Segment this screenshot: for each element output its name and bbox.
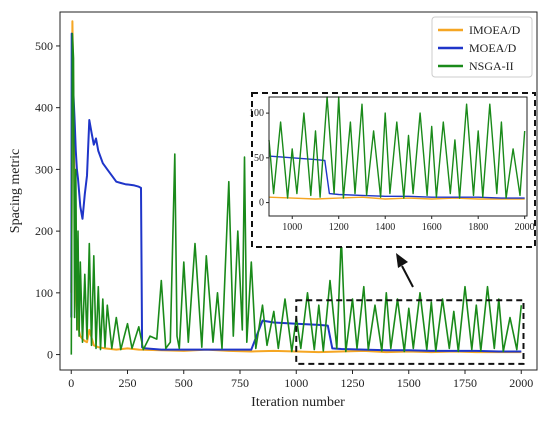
legend: IMOEA/D MOEA/D NSGA-II [431,16,533,78]
zoom-arrow [396,253,414,288]
inset-series-line-nsga-ii [268,96,526,199]
inset-y-tick-label: 50 [254,153,264,164]
inset-axes-frame [268,96,528,217]
y-tick-label: 100 [35,286,53,300]
y-tick-label: 500 [35,39,53,53]
inset-y-tick-label: 100 [249,108,264,119]
inset-x-tick-label: 1200 [329,222,349,233]
inset-y-tick-label: 0 [259,198,264,209]
main-ticks-layer: 0 250 500 750 1000 1250 1500 1750 20000100200300… [35,39,533,390]
y-tick-label: 300 [35,162,53,176]
y-tick-label: 400 [35,101,53,115]
x-tick-label: 1500 [397,376,421,390]
inset-dashed-border [251,92,536,248]
y-tick-label: 200 [35,224,53,238]
main-axes-frame [59,11,538,371]
inset-series-line-imoea-d [268,196,525,200]
x-tick-label: 2000 [509,376,533,390]
zoom-region-box [295,299,525,365]
main-series-layer [70,20,523,355]
legend-label: MOEA/D [469,41,517,55]
inset-ticks-layer: 1000 1200 1400 1600 1800 2000 0 50 100 [249,108,535,233]
legend-label: NSGA-II [469,59,514,73]
legend-label: IMOEA/D [469,23,521,37]
inset-x-tick-label: 1800 [468,222,488,233]
y-tick-label: 0 [47,348,53,362]
inset-x-tick-label: 2000 [515,222,535,233]
x-tick-label: 1250 [341,376,365,390]
x-axis-title: Iteration number [251,395,345,410]
series-line-moea-d [70,32,522,353]
inset-plot: 1000 1200 1400 1600 1800 2000 0 50 100 [249,92,536,248]
x-tick-label: 750 [231,376,249,390]
x-tick-label: 1000 [284,376,308,390]
x-tick-label: 500 [175,376,193,390]
y-axis-title: Spacing metric [8,149,23,233]
inset-x-tick-label: 1600 [422,222,442,233]
legend-items: IMOEA/D MOEA/D NSGA-II [438,23,521,73]
inset-x-tick-label: 1400 [375,222,395,233]
inset-series-layer [268,96,526,200]
inset-x-tick-label: 1000 [282,222,302,233]
x-tick-label: 0 [68,376,74,390]
x-tick-label: 1750 [453,376,477,390]
legend-frame [431,16,533,78]
x-tick-label: 250 [119,376,137,390]
series-line-nsga-ii [70,32,523,355]
